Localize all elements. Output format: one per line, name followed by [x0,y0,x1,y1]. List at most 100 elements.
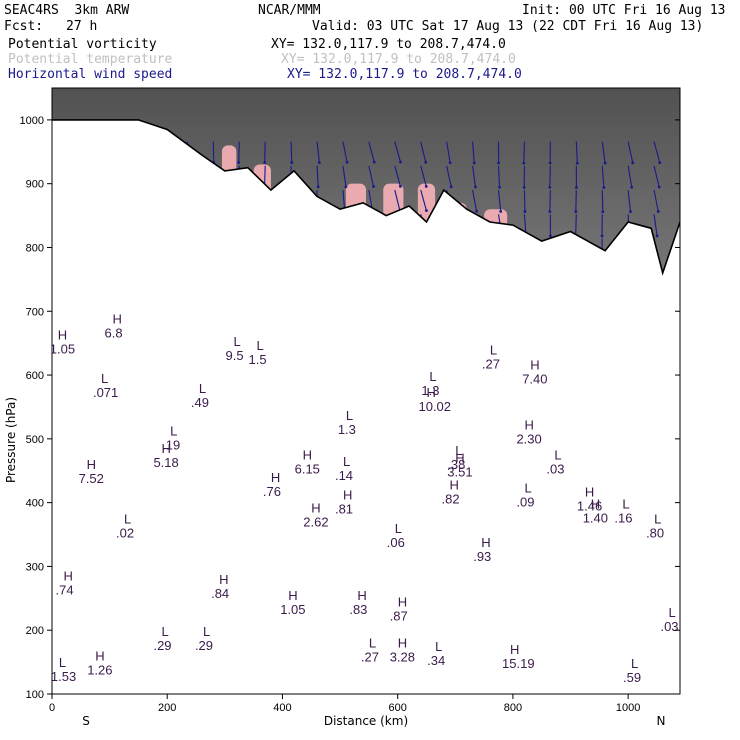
pv-extremum-value: .03 [546,462,564,477]
pv-extremum-marker: H [95,648,104,663]
wind-vector [472,141,475,163]
pv-extremum-marker: L [622,497,629,512]
pv-extremum-marker: L [455,443,462,458]
pv-extremum-marker: L [490,342,497,357]
center-name: NCAR/MMM [258,3,321,18]
wind-vector-head [424,184,428,188]
wind-vector-head [629,210,632,214]
wind-vector-head [344,185,348,189]
y-tick-label: 500 [26,434,44,446]
wind-vector-head [658,161,662,165]
y-tick-label: 900 [26,179,44,191]
wind-vector-head [372,160,376,164]
pv-extremum-value: 1.3 [338,422,356,437]
wind-vector-head [425,209,428,212]
wind-vector-head [498,185,501,189]
wind-vector-head [475,209,478,213]
init-time: Init: 00 UTC Fri 16 Aug 13 [522,3,726,18]
pv-extremum-marker: H [303,448,312,463]
wind-vector-head [549,234,552,238]
x-tick-label: 400 [273,702,291,714]
x-tick-label: 0 [49,702,55,714]
pv-extremum-marker: L [346,408,353,423]
field-xy-theta: XY= 132.0,117.9 to 208.7,474.0 [281,52,516,67]
wind-vector-head [398,184,402,188]
pv-extremum-marker: H [87,457,96,472]
wind-vector [601,141,606,164]
wind-vector [575,141,578,164]
pv-extremum-marker: L [429,369,436,384]
wind-vector-head [448,161,452,165]
wind-vector [549,190,551,212]
y-tick-label: 800 [26,242,44,254]
wind-vector-head [574,210,578,214]
pv-extremum-value: .29 [195,638,213,653]
wind-vector-head [522,185,526,189]
pv-extremum-marker: L [554,448,561,463]
pv-extremum-value: .80 [646,525,664,540]
y-tick-label: 1000 [20,115,44,127]
pv-extremum-value: 7.52 [79,471,104,486]
pv-extremum-value: .09 [516,495,534,510]
pv-extremum-value: 10.02 [418,399,451,414]
wind-vector [653,165,660,188]
pv-extremum-marker: L [170,423,177,438]
wind-vector-head [548,210,552,214]
pv-extremum-marker: L [369,636,376,651]
pv-extremum-value: .19 [162,437,180,452]
x-tick-label: 600 [389,702,407,714]
y-tick-label: 600 [26,370,44,382]
y-tick-label: 700 [26,306,44,318]
pv-extremum-value: 1.05 [280,602,305,617]
pv-extremum-marker: H [455,451,464,466]
wind-vector-head [372,185,375,188]
pv-extremum-value: .27 [361,650,379,665]
pv-extremum-marker: H [112,312,121,327]
x-axis-title: Distance (km) [324,714,408,728]
y-tick-label: 100 [26,689,44,701]
pv-extremum-value: .81 [335,502,353,517]
pv-extremum-value: .34 [427,653,445,668]
wind-vector [653,189,659,212]
wind-vector-head [345,160,349,164]
wind-vector [653,214,658,236]
pv-extremum-value: 6.8 [104,326,122,341]
pv-extremum-marker: H [357,588,366,603]
pv-extremum-marker: L [101,371,108,386]
pv-extremum-marker: H [219,572,228,587]
pv-extremum-value: .82 [442,492,460,507]
pv-extremum-marker: H [591,497,600,512]
pv-extremum-marker: L [668,605,675,620]
pv-extremum-marker: L [199,381,206,396]
wind-vector-head [656,210,660,213]
wind-vector [446,141,451,163]
plot-frame [51,87,681,695]
wind-vector [316,165,319,187]
wind-vector [342,141,348,163]
pv-extremum-value: 3.51 [447,465,472,480]
pv-extremum-marker: H [530,358,539,373]
pv-extremum-value: .59 [623,670,641,685]
pv-extremum-marker: L [233,334,240,349]
wind-vector-head [474,185,477,189]
wind-vector-head [631,161,635,165]
pv-extremum-value: 2.30 [516,432,541,447]
pv-extremum-value: .84 [211,586,229,601]
y-tick-label: 400 [26,498,44,510]
y-axis-title: Pressure (hPa) [4,397,18,483]
pv-extremum-marker: L [59,655,66,670]
wind-vector [497,165,501,188]
x-tick-label: 200 [158,702,176,714]
pv-extremum-marker: H [481,535,490,550]
model-name: SEAC4RS 3km ARW [4,3,130,18]
wind-vector-head [424,160,428,164]
wind-vector [497,190,502,212]
wind-vector [627,190,632,212]
pv-extremum-value: .76 [263,484,281,499]
south-label: S [82,714,90,728]
wind-vector-head [575,161,579,165]
wind-vector [523,141,525,164]
pv-extremum-marker: L [395,521,402,536]
y-tick-label: 300 [26,561,44,573]
wind-vector [394,141,401,163]
